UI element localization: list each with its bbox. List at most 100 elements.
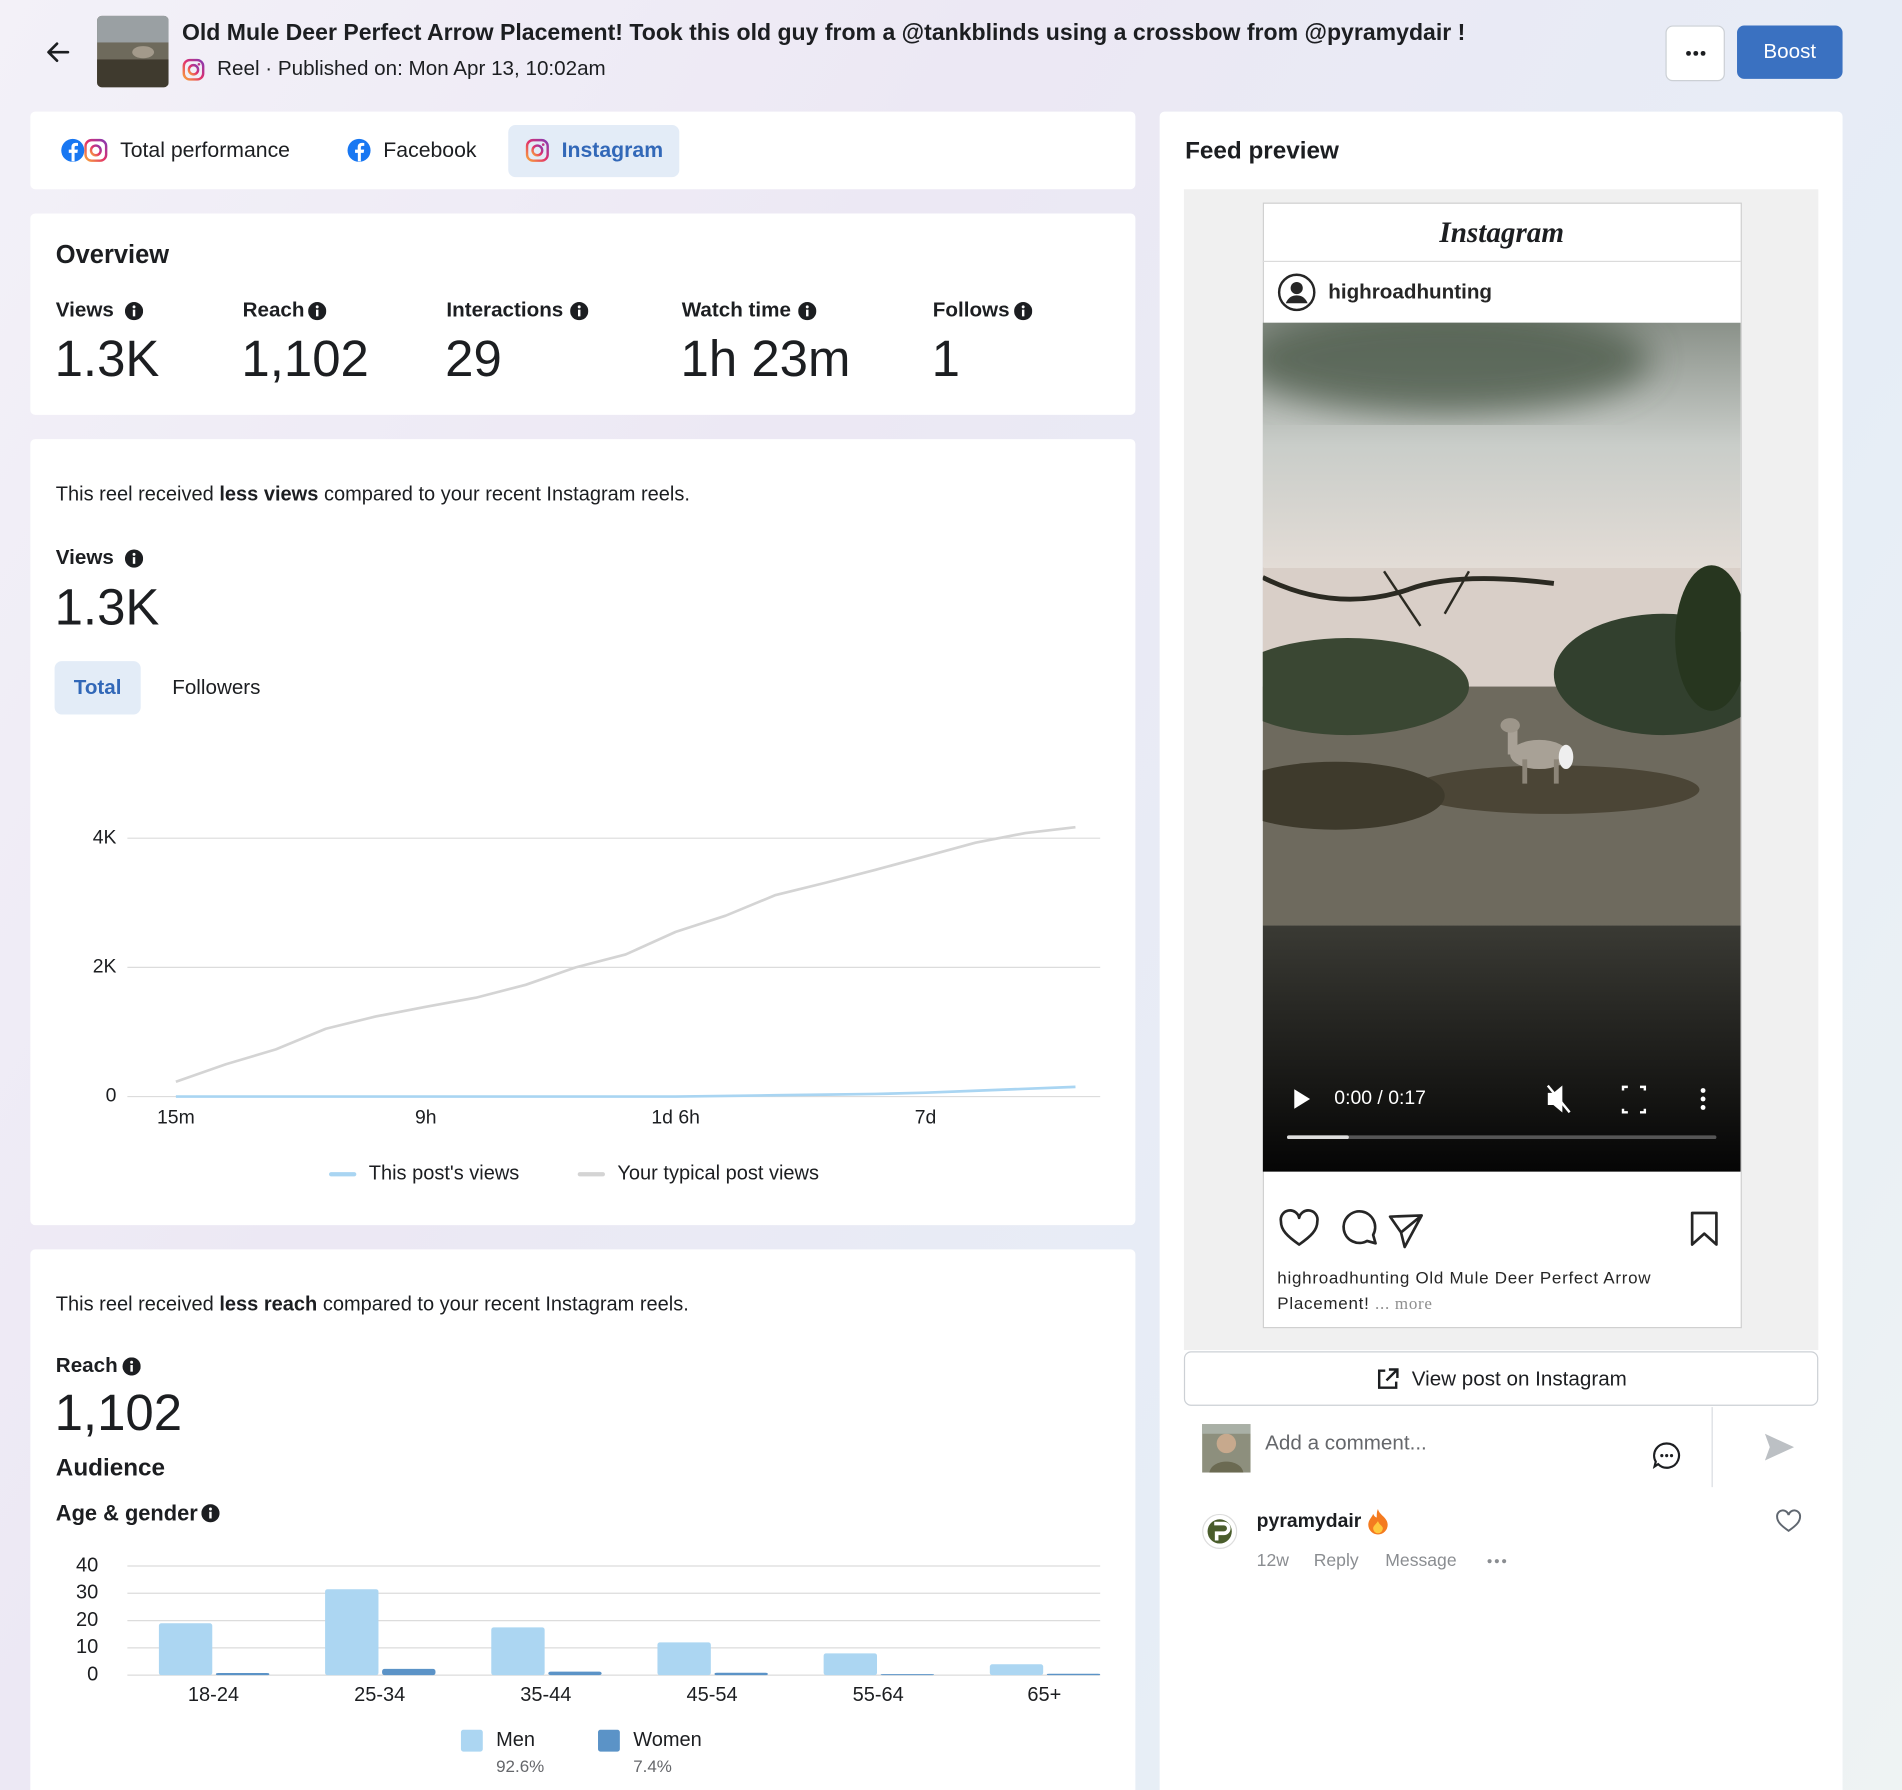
- y-tick-label: 2K: [93, 956, 117, 978]
- overview-title: Overview: [55, 241, 170, 270]
- views-summary: This reel received less views compared t…: [56, 483, 690, 506]
- comment-age: 12w: [1256, 1551, 1289, 1571]
- y-tick-label: 0: [87, 1663, 98, 1685]
- info-icon[interactable]: [1014, 302, 1033, 321]
- emphasis: less reach: [219, 1293, 318, 1316]
- metric-label: Interactions: [446, 298, 564, 322]
- line-series: [175, 825, 1076, 1083]
- like-icon[interactable]: [1775, 1508, 1803, 1533]
- tab-selected-bg[interactable]: [508, 124, 680, 178]
- metric-label: Reach: [242, 298, 305, 322]
- view-post-button[interactable]: View post on Instagram: [1183, 1351, 1819, 1406]
- metric-value: 1: [931, 329, 960, 387]
- emoji-icon[interactable]: [1652, 1441, 1681, 1470]
- info-icon[interactable]: [124, 549, 144, 568]
- x-tick-label: 1d 6h: [651, 1107, 700, 1129]
- legend-swatch: [460, 1729, 483, 1752]
- legend-label: Men: [496, 1729, 535, 1751]
- text: compared to your recent Instagram reels.: [318, 483, 690, 506]
- commenter-avatar: [1202, 1513, 1238, 1550]
- emphasis: less views: [219, 483, 319, 506]
- divider: [1711, 1407, 1713, 1488]
- info-icon[interactable]: [308, 302, 327, 321]
- x-tick-label: 7d: [915, 1107, 937, 1129]
- info-icon[interactable]: [122, 1357, 141, 1376]
- y-tick-label: 30: [76, 1582, 98, 1604]
- boost-button[interactable]: Boost: [1737, 25, 1843, 79]
- video[interactable]: 0:00 / 0:17: [1262, 322, 1741, 1172]
- toggle-selected[interactable]: Total: [54, 661, 141, 715]
- post-meta: Reel · Published on: Mon Apr 13, 10:02am: [217, 57, 606, 81]
- tab-selected[interactable]: Instagram: [561, 137, 664, 162]
- metric-value: 1.3K: [54, 578, 160, 636]
- feed-preview-title: Feed preview: [1185, 137, 1339, 165]
- metric-label: Views: [55, 298, 114, 322]
- x-tick-label: 18-24: [188, 1684, 239, 1706]
- instagram-icon: [525, 138, 549, 162]
- more-icon: [1685, 50, 1705, 56]
- post-actions[interactable]: [1277, 1207, 1726, 1251]
- y-tick-label: 20: [76, 1609, 98, 1631]
- bar: [382, 1668, 436, 1676]
- tab[interactable]: Facebook: [383, 137, 477, 162]
- bar: [491, 1627, 545, 1676]
- caption: highroadhunting Old Mule Deer Perfect Ar…: [1277, 1265, 1726, 1317]
- send-icon[interactable]: [1763, 1431, 1797, 1463]
- info-icon[interactable]: [798, 302, 817, 321]
- bar: [880, 1674, 935, 1676]
- metric-label: Views: [55, 545, 114, 569]
- bar: [989, 1664, 1044, 1676]
- x-tick-label: 65+: [1027, 1684, 1061, 1706]
- info-icon[interactable]: [124, 302, 144, 321]
- metric-value: 1,102: [241, 329, 369, 387]
- toggle[interactable]: Followers: [172, 675, 261, 699]
- back-button[interactable]: [44, 39, 73, 66]
- brand: Instagram: [1439, 217, 1564, 250]
- comment-input[interactable]: Add a comment...: [1265, 1431, 1427, 1455]
- text: This reel received: [55, 483, 220, 506]
- metric-label: Follows: [932, 298, 1010, 322]
- chart-subtitle: Age & gender: [55, 1501, 198, 1526]
- instagram-icon: [182, 58, 205, 81]
- metric-value: 1.3K: [54, 329, 160, 387]
- info-icon[interactable]: [201, 1504, 220, 1523]
- y-tick-label: 10: [76, 1636, 98, 1658]
- metric-value: 1h 23m: [680, 329, 851, 387]
- tab[interactable]: Total performance: [120, 137, 291, 162]
- legend-swatch: [598, 1729, 620, 1752]
- caption-user: highroadhunting: [1277, 1267, 1411, 1288]
- bar: [215, 1672, 270, 1676]
- reply-link[interactable]: Reply: [1313, 1551, 1359, 1571]
- metric-value: 29: [445, 329, 502, 387]
- more-link[interactable]: ... more: [1375, 1295, 1433, 1314]
- reach-summary: This reel received less reach compared t…: [56, 1294, 689, 1317]
- legend-label: Your typical post views: [617, 1162, 819, 1184]
- commenter-name[interactable]: pyramydair: [1256, 1511, 1362, 1533]
- x-tick-label: 25-34: [354, 1684, 405, 1706]
- more-button[interactable]: [1665, 25, 1725, 82]
- views-card: [30, 439, 1136, 1226]
- bar: [657, 1642, 711, 1676]
- message-link[interactable]: Message: [1385, 1551, 1457, 1571]
- text: This reel received: [55, 1293, 220, 1316]
- username[interactable]: highroadhunting: [1328, 280, 1493, 304]
- caption-text: Old Mule Deer Perfect Arrow Placement!: [1277, 1267, 1652, 1313]
- more-icon[interactable]: [1486, 1558, 1508, 1565]
- total-icon: [61, 138, 108, 162]
- info-icon[interactable]: [570, 302, 589, 321]
- fire-icon: [1368, 1508, 1388, 1535]
- legend-label: Women: [633, 1729, 702, 1751]
- x-tick-label: 9h: [415, 1107, 437, 1129]
- divider: [1262, 260, 1741, 263]
- line-series: [175, 1085, 1076, 1098]
- bar: [714, 1672, 768, 1676]
- bar: [1046, 1673, 1101, 1676]
- y-tick-label: 0: [106, 1085, 117, 1107]
- x-tick-label: 15m: [157, 1107, 195, 1129]
- text: compared to your recent Instagram reels.: [317, 1293, 689, 1316]
- avatar: [1277, 273, 1316, 312]
- x-tick-label: 55-64: [853, 1684, 904, 1706]
- thumbnail: [97, 15, 169, 88]
